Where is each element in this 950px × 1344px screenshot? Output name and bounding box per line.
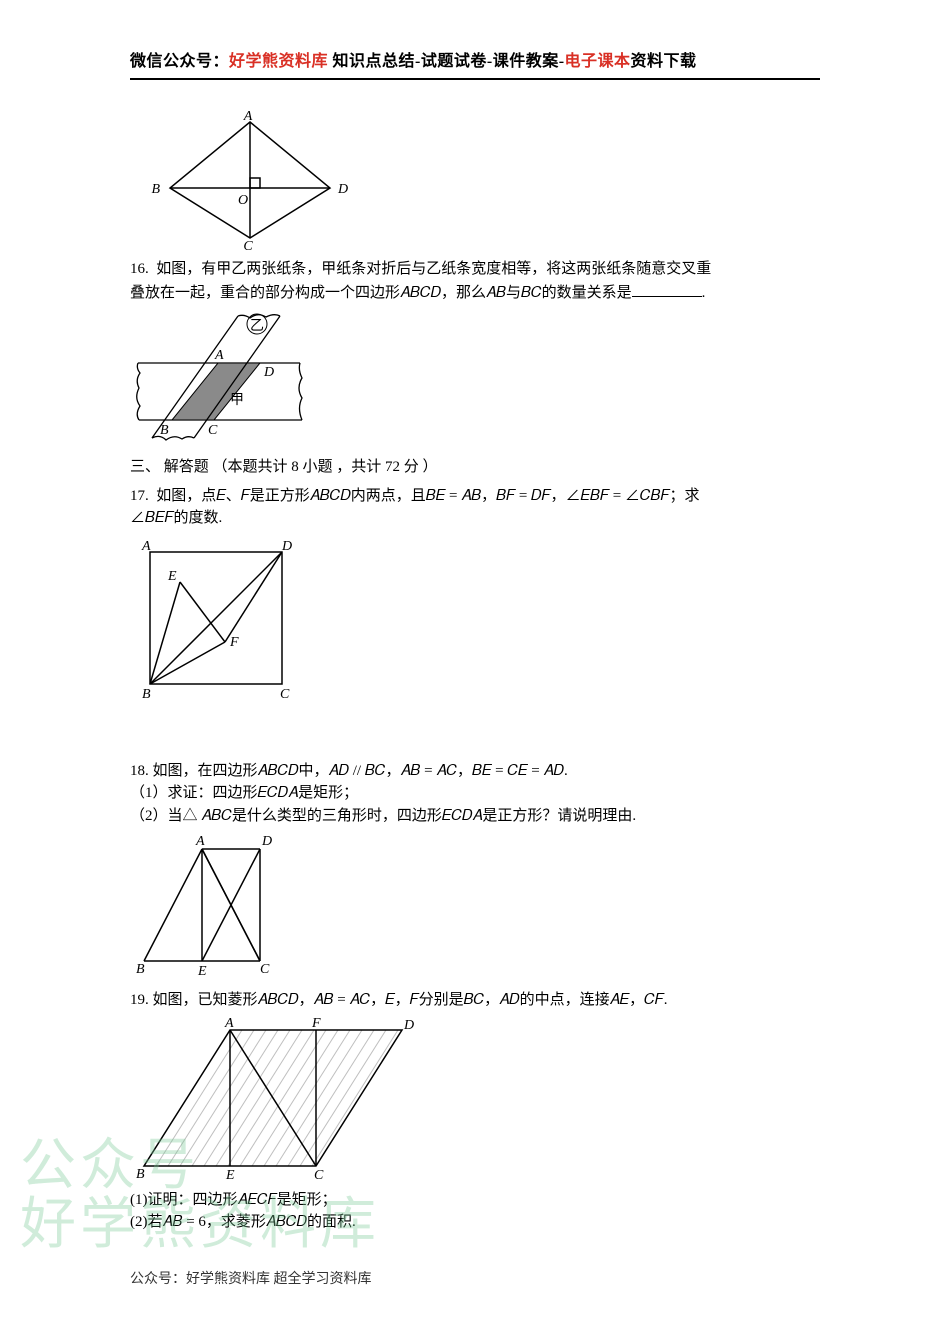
problem-17: 17. 如图，点𝐸、𝐹是正方形𝐴𝐵𝐶𝐷内两点，且𝐵𝐸 = 𝐴𝐵，𝐵𝐹 = 𝐷𝐹，… [130,485,820,530]
figure-15: A B C D O [130,110,820,250]
fig19-label-d: D [403,1018,414,1033]
figure-18: A B C D E [130,831,820,981]
problem-19: 19. 如图，已知菱形𝐴𝐵𝐶𝐷，𝐴𝐵 = 𝐴𝐶，𝐸，𝐹分别是𝐵𝐶，𝐴𝐷的中点，连… [130,989,820,1012]
header-prefix: 微信公众号： [130,53,229,70]
q19-p1: (1)证明：四边形𝐴𝐸𝐶𝐹是矩形； [130,1189,820,1212]
q18-num: 18. [130,763,149,779]
figure-19: A B C D E F [130,1016,820,1181]
q19-text: 如图，已知菱形𝐴𝐵𝐶𝐷，𝐴𝐵 = 𝐴𝐶，𝐸，𝐹分别是𝐵𝐶，𝐴𝐷的中点，连接𝐴𝐸，… [153,992,668,1008]
section-3-text: 三、 解答题 （本题共计 8 小题 ，共计 72 分 ） [130,459,438,475]
q18-p1: （1）求证：四边形𝐸𝐶𝐷𝐴是矩形； [130,785,358,801]
fig15-label-o: O [238,193,248,208]
fig18-label-b: B [136,962,145,977]
header-highlight-2: 电子课本 [565,53,631,70]
q17-text2: ∠𝐵𝐸𝐹的度数. [130,510,222,526]
fig19-label-c: C [314,1168,324,1181]
fig15-label-b: B [151,182,160,197]
fig16-label-c: C [208,423,218,438]
q16-blank [632,281,702,297]
fig19-label-b: B [136,1167,145,1181]
header-rule [130,78,820,80]
figure-17: A B C D E F [130,534,820,704]
fig19-label-e: E [225,1168,235,1181]
q19-p2: (2)若𝐴𝐵 = 6，求菱形𝐴𝐵𝐶𝐷的面积. [130,1211,820,1234]
fig17-label-b: B [142,687,151,702]
header-suffix: 资料下载 [631,53,697,70]
fig15-label-a: A [243,110,253,124]
fig16-label-b: B [160,423,169,438]
fig19-label-a: A [224,1016,234,1031]
footer-text: 公众号：好学熊资料库 超全学习资料库 [130,1272,372,1287]
fig15-label-c: C [243,239,253,250]
fig18-label-a: A [195,834,205,849]
fig19-label-f: F [311,1016,321,1031]
problem-18: 18. 如图，在四边形𝐴𝐵𝐶𝐷中，𝐴𝐷 // 𝐵𝐶，𝐴𝐵 = 𝐴𝐶，𝐵𝐸 = 𝐶… [130,760,820,828]
section-3-heading: 三、 解答题 （本题共计 8 小题 ，共计 72 分 ） [130,456,820,479]
fig17-label-f: F [229,635,239,650]
header-banner: 微信公众号：好学熊资料库 知识点总结-试题试卷-课件教案-电子课本资料下载 [130,50,820,74]
q16-text2: 叠放在一起，重合的部分构成一个四边形𝐴𝐵𝐶𝐷，那么𝐴𝐵与𝐵𝐶的数量关系是 [130,285,632,301]
q16-num: 16. [130,261,149,277]
fig16-label-yi: 乙 [250,318,264,334]
q16-text1: 如图，有甲乙两张纸条，甲纸条对折后与乙纸条宽度相等，将这两张纸条随意交叉重 [156,261,711,277]
fig18-label-c: C [260,962,270,977]
fig17-label-d: D [281,539,292,554]
fig18-label-d: D [261,834,272,849]
header-mid: 知识点总结-试题试卷-课件教案- [328,53,565,70]
fig17-label-e: E [167,569,177,584]
fig18-label-e: E [197,964,207,979]
q19-num: 19. [130,992,149,1008]
header-highlight-1: 好学熊资料库 [229,53,328,70]
figure-16: A D B C 乙 甲 [130,308,820,448]
footer: 公众号：好学熊资料库 超全学习资料库 [130,1269,372,1290]
fig16-label-d: D [263,365,274,380]
fig16-label-a: A [214,348,224,363]
q17-num: 17. [130,488,149,504]
fig16-label-jia: 甲 [230,393,244,408]
q18-text: 如图，在四边形𝐴𝐵𝐶𝐷中，𝐴𝐷 // 𝐵𝐶，𝐴𝐵 = 𝐴𝐶，𝐵𝐸 = 𝐶𝐸 = … [153,763,568,779]
q18-p2: （2）当△ 𝐴𝐵𝐶是什么类型的三角形时，四边形𝐸𝐶𝐷𝐴是正方形？请说明理由. [130,808,636,824]
fig15-label-d: D [337,182,348,197]
problem-16: 16. 如图，有甲乙两张纸条，甲纸条对折后与乙纸条宽度相等，将这两张纸条随意交叉… [130,258,820,304]
q17-text1: 如图，点𝐸、𝐹是正方形𝐴𝐵𝐶𝐷内两点，且𝐵𝐸 = 𝐴𝐵，𝐵𝐹 = 𝐷𝐹，∠𝐸𝐵𝐹… [156,488,699,504]
q16-period: . [702,285,706,301]
fig17-label-c: C [280,687,290,702]
fig17-label-a: A [141,539,151,554]
